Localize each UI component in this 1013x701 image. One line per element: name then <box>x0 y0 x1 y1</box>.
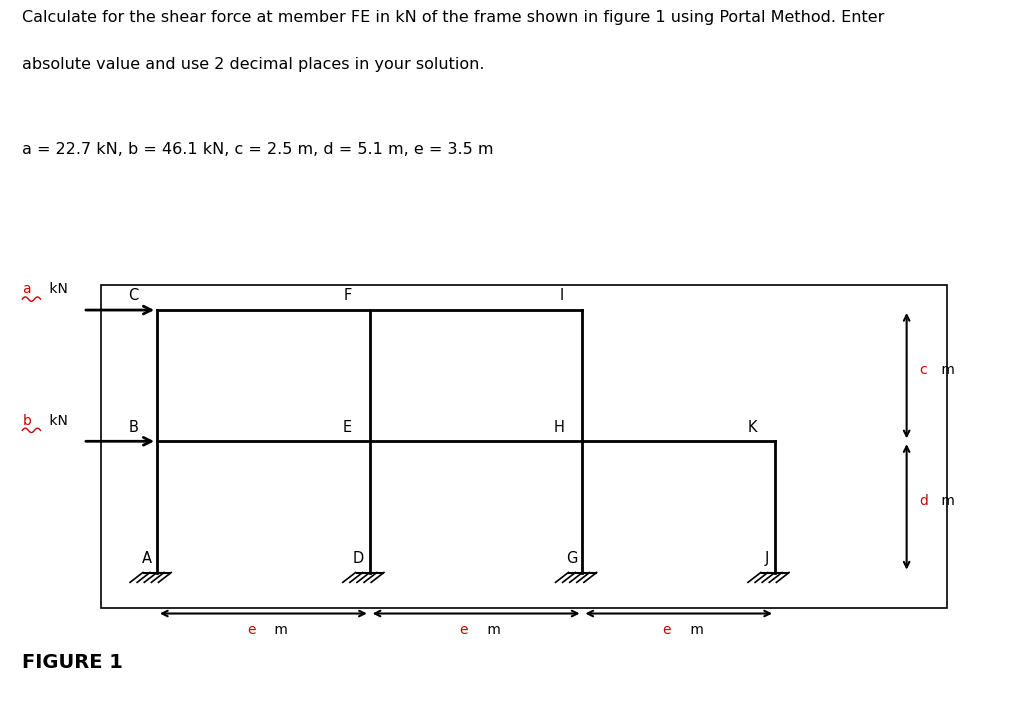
Text: kN: kN <box>45 414 68 428</box>
Text: F: F <box>343 289 352 304</box>
Text: E: E <box>342 420 352 435</box>
Text: c: c <box>919 363 927 377</box>
Text: Calculate for the shear force at member FE in kN of the frame shown in figure 1 : Calculate for the shear force at member … <box>22 10 884 25</box>
Text: m: m <box>270 623 289 637</box>
Text: H: H <box>553 420 564 435</box>
Text: a: a <box>22 283 31 297</box>
Text: G: G <box>565 551 577 566</box>
Text: C: C <box>129 289 139 304</box>
Text: a = 22.7 kN, b = 46.1 kN, c = 2.5 m, d = 5.1 m, e = 3.5 m: a = 22.7 kN, b = 46.1 kN, c = 2.5 m, d =… <box>22 142 493 156</box>
Text: m: m <box>937 363 955 377</box>
Text: A: A <box>142 551 152 566</box>
Text: m: m <box>483 623 501 637</box>
Text: I: I <box>560 289 564 304</box>
Text: FIGURE 1: FIGURE 1 <box>22 653 124 672</box>
Text: e: e <box>460 623 468 637</box>
Text: b: b <box>22 414 31 428</box>
Text: d: d <box>919 494 928 508</box>
Text: D: D <box>353 551 365 566</box>
Text: K: K <box>748 420 757 435</box>
Text: m: m <box>686 623 704 637</box>
Text: J: J <box>765 551 770 566</box>
Text: e: e <box>247 623 255 637</box>
Text: m: m <box>937 494 955 508</box>
Text: e: e <box>663 623 671 637</box>
Text: kN: kN <box>45 283 68 297</box>
Text: B: B <box>129 420 139 435</box>
Bar <box>101 285 947 608</box>
Text: absolute value and use 2 decimal places in your solution.: absolute value and use 2 decimal places … <box>22 57 485 72</box>
